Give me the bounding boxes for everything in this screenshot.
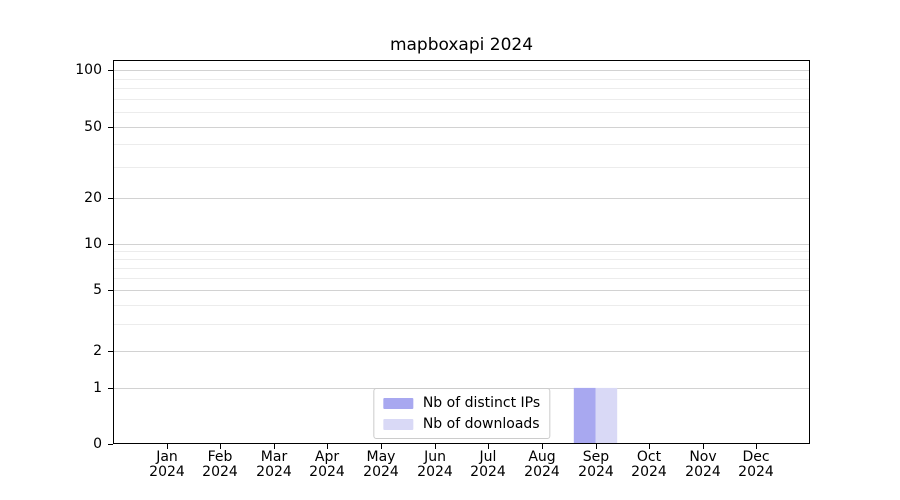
x-tick-year: 2024 (309, 464, 345, 480)
y-tick-label: 1 (93, 380, 102, 396)
x-tick-year: 2024 (417, 464, 453, 480)
legend-entry: Nb of distinct IPs (382, 394, 541, 412)
y-tick-mark (108, 444, 113, 445)
plot-canvas (113, 60, 810, 444)
x-tick-mark (542, 444, 543, 449)
x-tick-label: Nov 2024 (661, 450, 745, 480)
x-tick-year: 2024 (631, 464, 667, 480)
x-tick-month: Jul (479, 449, 497, 465)
x-tick-month: Mar (260, 449, 288, 465)
x-tick-mark (596, 444, 597, 449)
plot-spine (113, 60, 810, 444)
x-tick-mark (649, 444, 650, 449)
bar (595, 387, 618, 444)
y-tick-mark (108, 244, 113, 245)
legend-entry: Nb of downloads (382, 415, 540, 433)
y-tick-mark (108, 127, 113, 128)
x-tick-label: Jan 2024 (125, 450, 209, 480)
legend-swatch-icon (382, 397, 413, 409)
x-tick-month: Nov (689, 449, 717, 465)
x-tick-mark (274, 444, 275, 449)
x-tick-label: Oct 2024 (607, 450, 691, 480)
x-tick-month: Feb (207, 449, 233, 465)
legend-swatch-icon (382, 418, 413, 430)
x-tick-mark (488, 444, 489, 449)
y-tick-mark (108, 290, 113, 291)
x-tick-mark (381, 444, 382, 449)
legend: Nb of distinct IPs Nb of downloads (372, 388, 551, 439)
x-tick-label: Apr 2024 (285, 450, 369, 480)
x-tick-month: Aug (528, 449, 556, 465)
x-tick-year: 2024 (524, 464, 560, 480)
x-tick-month: Dec (742, 449, 770, 465)
x-tick-label: Aug 2024 (500, 450, 584, 480)
x-tick-year: 2024 (738, 464, 774, 480)
x-tick-mark (703, 444, 704, 449)
y-tick-mark (108, 198, 113, 199)
x-tick-mark (756, 444, 757, 449)
x-tick-year: 2024 (149, 464, 185, 480)
x-tick-label: Jul 2024 (446, 450, 530, 480)
x-tick-month: May (366, 449, 396, 465)
x-tick-month: Apr (314, 449, 340, 465)
x-tick-label: Jun 2024 (393, 450, 477, 480)
x-tick-month: Jun (424, 449, 446, 465)
x-tick-year: 2024 (256, 464, 292, 480)
x-tick-year: 2024 (470, 464, 506, 480)
x-tick-year: 2024 (363, 464, 399, 480)
y-tick-mark (108, 388, 113, 389)
y-tick-mark (108, 351, 113, 352)
y-tick-label: 20 (84, 190, 102, 206)
legend-label: Nb of distinct IPs (422, 395, 541, 411)
bar (573, 387, 596, 444)
y-tick-label: 2 (93, 343, 102, 359)
x-tick-label: May 2024 (339, 450, 423, 480)
y-tick-label: 10 (84, 236, 102, 252)
x-tick-mark (167, 444, 168, 449)
x-tick-month: Oct (636, 449, 662, 465)
x-tick-month: Jan (156, 449, 178, 465)
x-tick-mark (220, 444, 221, 449)
legend-label: Nb of downloads (422, 416, 540, 432)
x-tick-label: Feb 2024 (178, 450, 262, 480)
y-tick-mark (108, 70, 113, 71)
x-tick-year: 2024 (578, 464, 614, 480)
chart-title: mapboxapi 2024 (389, 35, 534, 55)
y-tick-label: 0 (93, 436, 102, 452)
x-tick-year: 2024 (685, 464, 721, 480)
y-tick-label: 5 (93, 282, 102, 298)
x-tick-label: Mar 2024 (232, 450, 316, 480)
plot-area: Nb of distinct IPs Nb of downloads (113, 60, 810, 444)
y-tick-label: 100 (75, 62, 102, 78)
x-tick-mark (327, 444, 328, 449)
x-tick-month: Sep (582, 449, 610, 465)
y-tick-label: 50 (84, 119, 102, 135)
x-tick-mark (435, 444, 436, 449)
x-tick-label: Dec 2024 (714, 450, 798, 480)
x-tick-label: Sep 2024 (554, 450, 638, 480)
x-tick-year: 2024 (202, 464, 238, 480)
